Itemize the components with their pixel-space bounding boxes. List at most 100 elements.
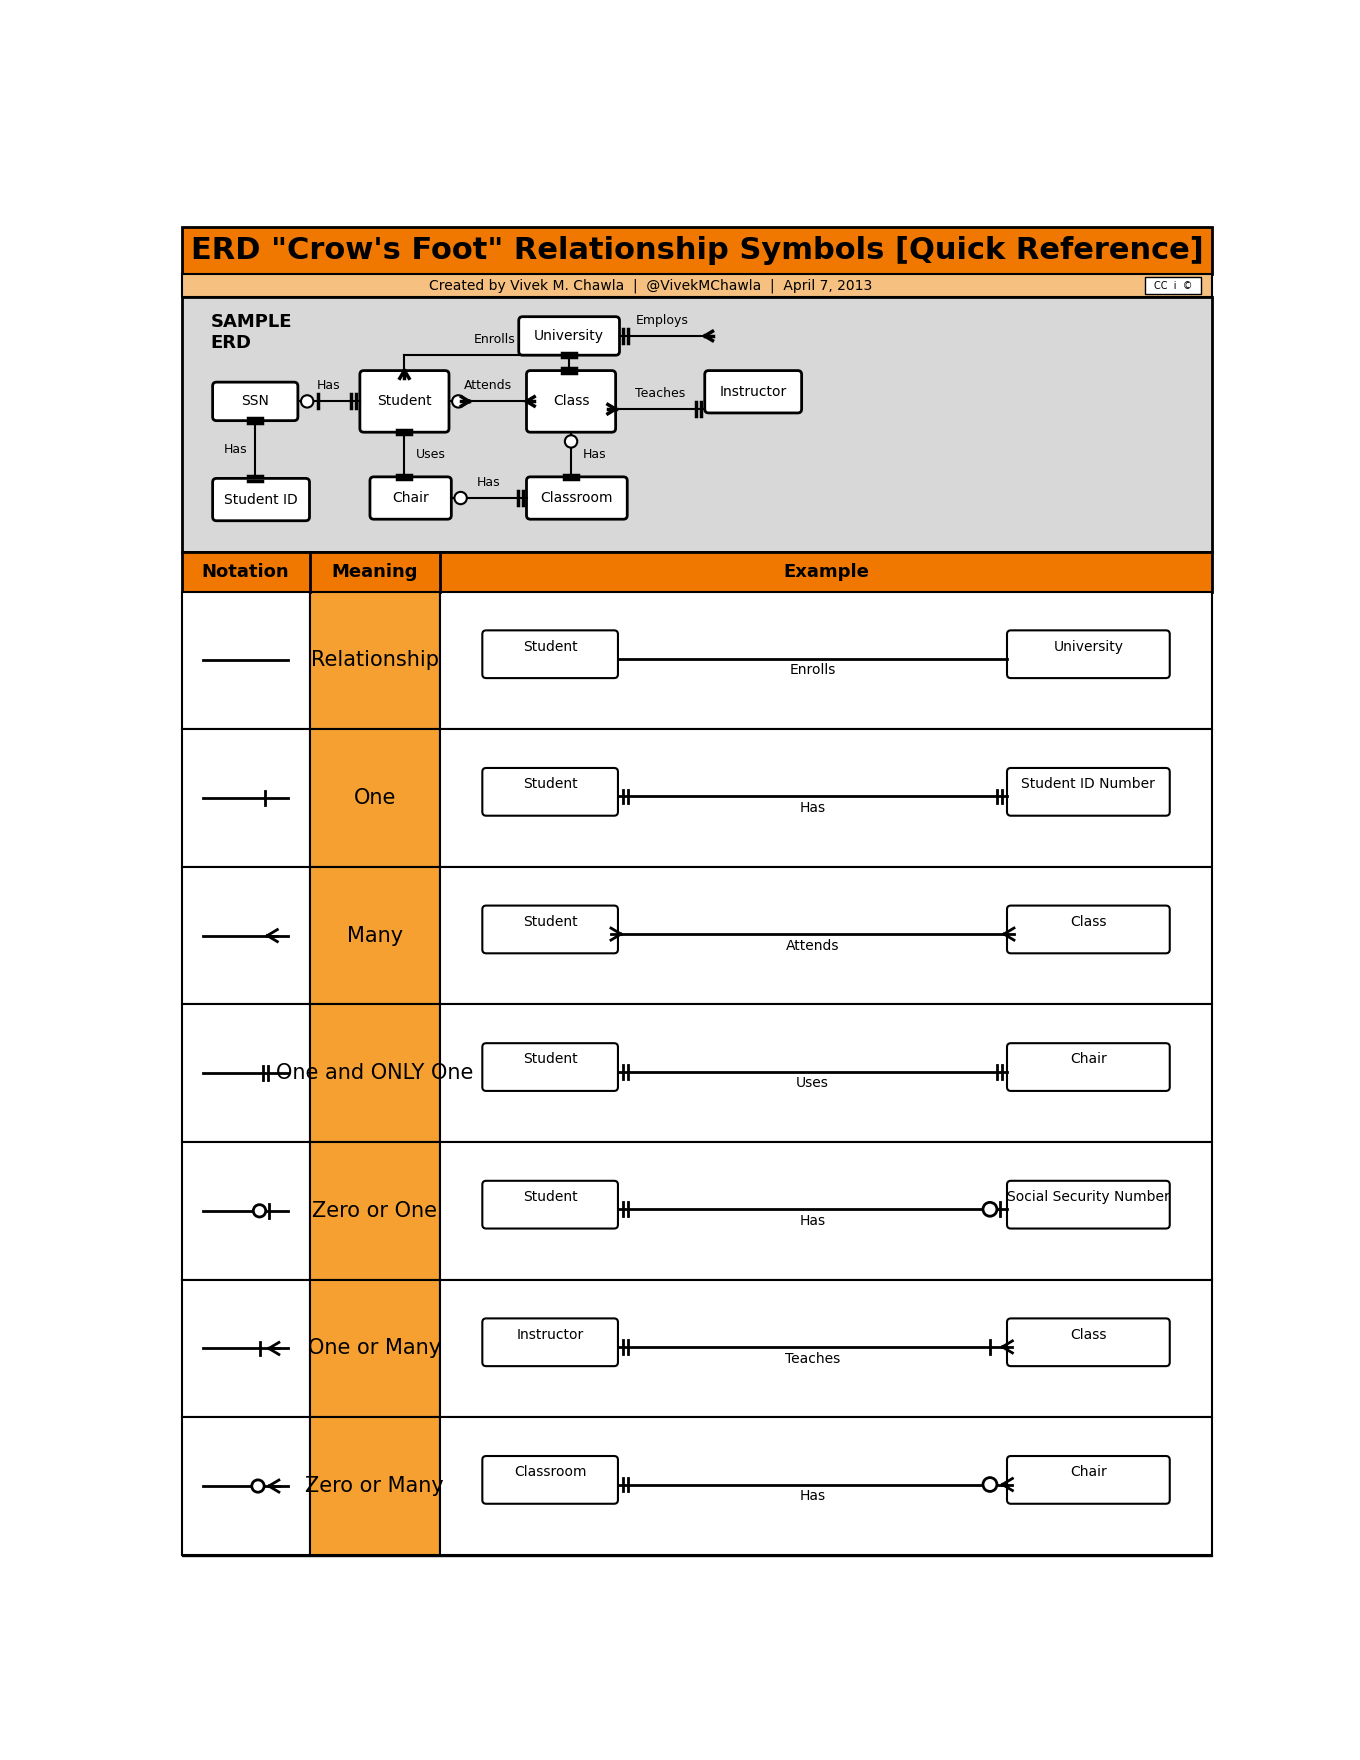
Bar: [439, 1280, 1212, 1417]
Text: Has: Has: [800, 1489, 826, 1503]
Text: Has: Has: [477, 475, 500, 489]
Text: University: University: [1054, 639, 1123, 653]
Text: Attends: Attends: [786, 938, 839, 952]
FancyBboxPatch shape: [1006, 1181, 1170, 1228]
Text: SAMPLE
ERD: SAMPLE ERD: [211, 313, 292, 352]
Bar: [310, 1280, 439, 1417]
Text: Class: Class: [552, 394, 589, 408]
Text: Teaches: Teaches: [635, 387, 685, 400]
Bar: [310, 868, 439, 1005]
Text: Classroom: Classroom: [514, 1466, 586, 1478]
Text: Employs: Employs: [635, 313, 688, 327]
Circle shape: [252, 1480, 264, 1492]
Text: Chair: Chair: [1070, 1052, 1107, 1067]
FancyBboxPatch shape: [1006, 906, 1170, 954]
Bar: [310, 1417, 439, 1554]
Text: Meaning: Meaning: [332, 563, 418, 581]
Bar: [182, 1280, 310, 1417]
FancyBboxPatch shape: [212, 479, 310, 521]
Text: Chair: Chair: [1070, 1466, 1107, 1478]
Circle shape: [454, 491, 466, 503]
Text: Uses: Uses: [416, 449, 446, 461]
Text: One: One: [354, 788, 396, 808]
Text: Class: Class: [1070, 1327, 1107, 1341]
FancyBboxPatch shape: [483, 1456, 617, 1503]
Text: Has: Has: [317, 378, 341, 392]
Text: Enrolls: Enrolls: [789, 664, 835, 678]
Text: Class: Class: [1070, 915, 1107, 929]
FancyBboxPatch shape: [526, 477, 627, 519]
Bar: [182, 1417, 310, 1554]
FancyBboxPatch shape: [483, 1318, 617, 1366]
Text: Student: Student: [522, 1190, 578, 1204]
Bar: [439, 1142, 1212, 1280]
FancyBboxPatch shape: [1006, 1044, 1170, 1091]
FancyBboxPatch shape: [518, 317, 620, 356]
FancyBboxPatch shape: [483, 1044, 617, 1091]
Text: SSN: SSN: [241, 394, 269, 408]
Bar: [439, 868, 1212, 1005]
Bar: [182, 275, 1212, 297]
Bar: [182, 297, 1212, 551]
FancyBboxPatch shape: [483, 906, 617, 954]
Bar: [182, 729, 310, 868]
Text: Zero or One: Zero or One: [311, 1200, 437, 1221]
Text: Notation: Notation: [201, 563, 290, 581]
Bar: [310, 1005, 439, 1142]
Text: Enrolls: Enrolls: [473, 333, 515, 347]
Bar: [1145, 278, 1201, 294]
FancyBboxPatch shape: [1006, 1318, 1170, 1366]
Circle shape: [983, 1478, 997, 1491]
FancyBboxPatch shape: [483, 630, 617, 678]
Bar: [439, 591, 1212, 729]
Text: Student: Student: [522, 778, 578, 792]
Bar: [182, 591, 310, 729]
Text: Student ID: Student ID: [224, 493, 298, 507]
FancyBboxPatch shape: [1006, 630, 1170, 678]
Circle shape: [564, 435, 577, 447]
Bar: [439, 1005, 1212, 1142]
Text: Student: Student: [522, 639, 578, 653]
Text: ERD "Crow's Foot" Relationship Symbols [Quick Reference]: ERD "Crow's Foot" Relationship Symbols […: [190, 236, 1204, 266]
FancyBboxPatch shape: [370, 477, 452, 519]
Bar: [182, 227, 1212, 275]
Text: Has: Has: [800, 801, 826, 815]
Text: Student ID Number: Student ID Number: [1021, 778, 1155, 792]
Text: Has: Has: [224, 444, 248, 456]
Text: One and ONLY One: One and ONLY One: [276, 1063, 473, 1082]
Text: University: University: [534, 329, 604, 343]
FancyBboxPatch shape: [526, 371, 616, 433]
Circle shape: [983, 1202, 997, 1216]
Text: Uses: Uses: [796, 1077, 828, 1089]
FancyBboxPatch shape: [483, 767, 617, 815]
FancyBboxPatch shape: [360, 371, 449, 433]
Circle shape: [452, 396, 465, 408]
Text: Classroom: Classroom: [541, 491, 613, 505]
Bar: [182, 868, 310, 1005]
Text: One or Many: One or Many: [307, 1338, 441, 1359]
Text: Has: Has: [582, 449, 607, 461]
Bar: [310, 591, 439, 729]
Circle shape: [253, 1204, 265, 1216]
Circle shape: [301, 396, 313, 408]
FancyBboxPatch shape: [1006, 1456, 1170, 1503]
Text: Chair: Chair: [392, 491, 428, 505]
Text: Instructor: Instructor: [719, 385, 787, 400]
Text: Teaches: Teaches: [785, 1352, 840, 1366]
Bar: [182, 1005, 310, 1142]
Text: Social Security Number: Social Security Number: [1006, 1190, 1170, 1204]
Text: Many: Many: [347, 926, 403, 945]
Bar: [439, 1417, 1212, 1554]
Bar: [439, 729, 1212, 868]
FancyBboxPatch shape: [704, 371, 801, 414]
Bar: [310, 1142, 439, 1280]
Text: Relationship: Relationship: [310, 651, 438, 671]
Bar: [310, 729, 439, 868]
Text: Attends: Attends: [464, 378, 511, 392]
Text: Student: Student: [522, 915, 578, 929]
Text: Student: Student: [522, 1052, 578, 1067]
FancyBboxPatch shape: [212, 382, 298, 421]
Text: Zero or Many: Zero or Many: [305, 1477, 443, 1496]
Text: Example: Example: [783, 563, 869, 581]
Text: Instructor: Instructor: [517, 1327, 583, 1341]
